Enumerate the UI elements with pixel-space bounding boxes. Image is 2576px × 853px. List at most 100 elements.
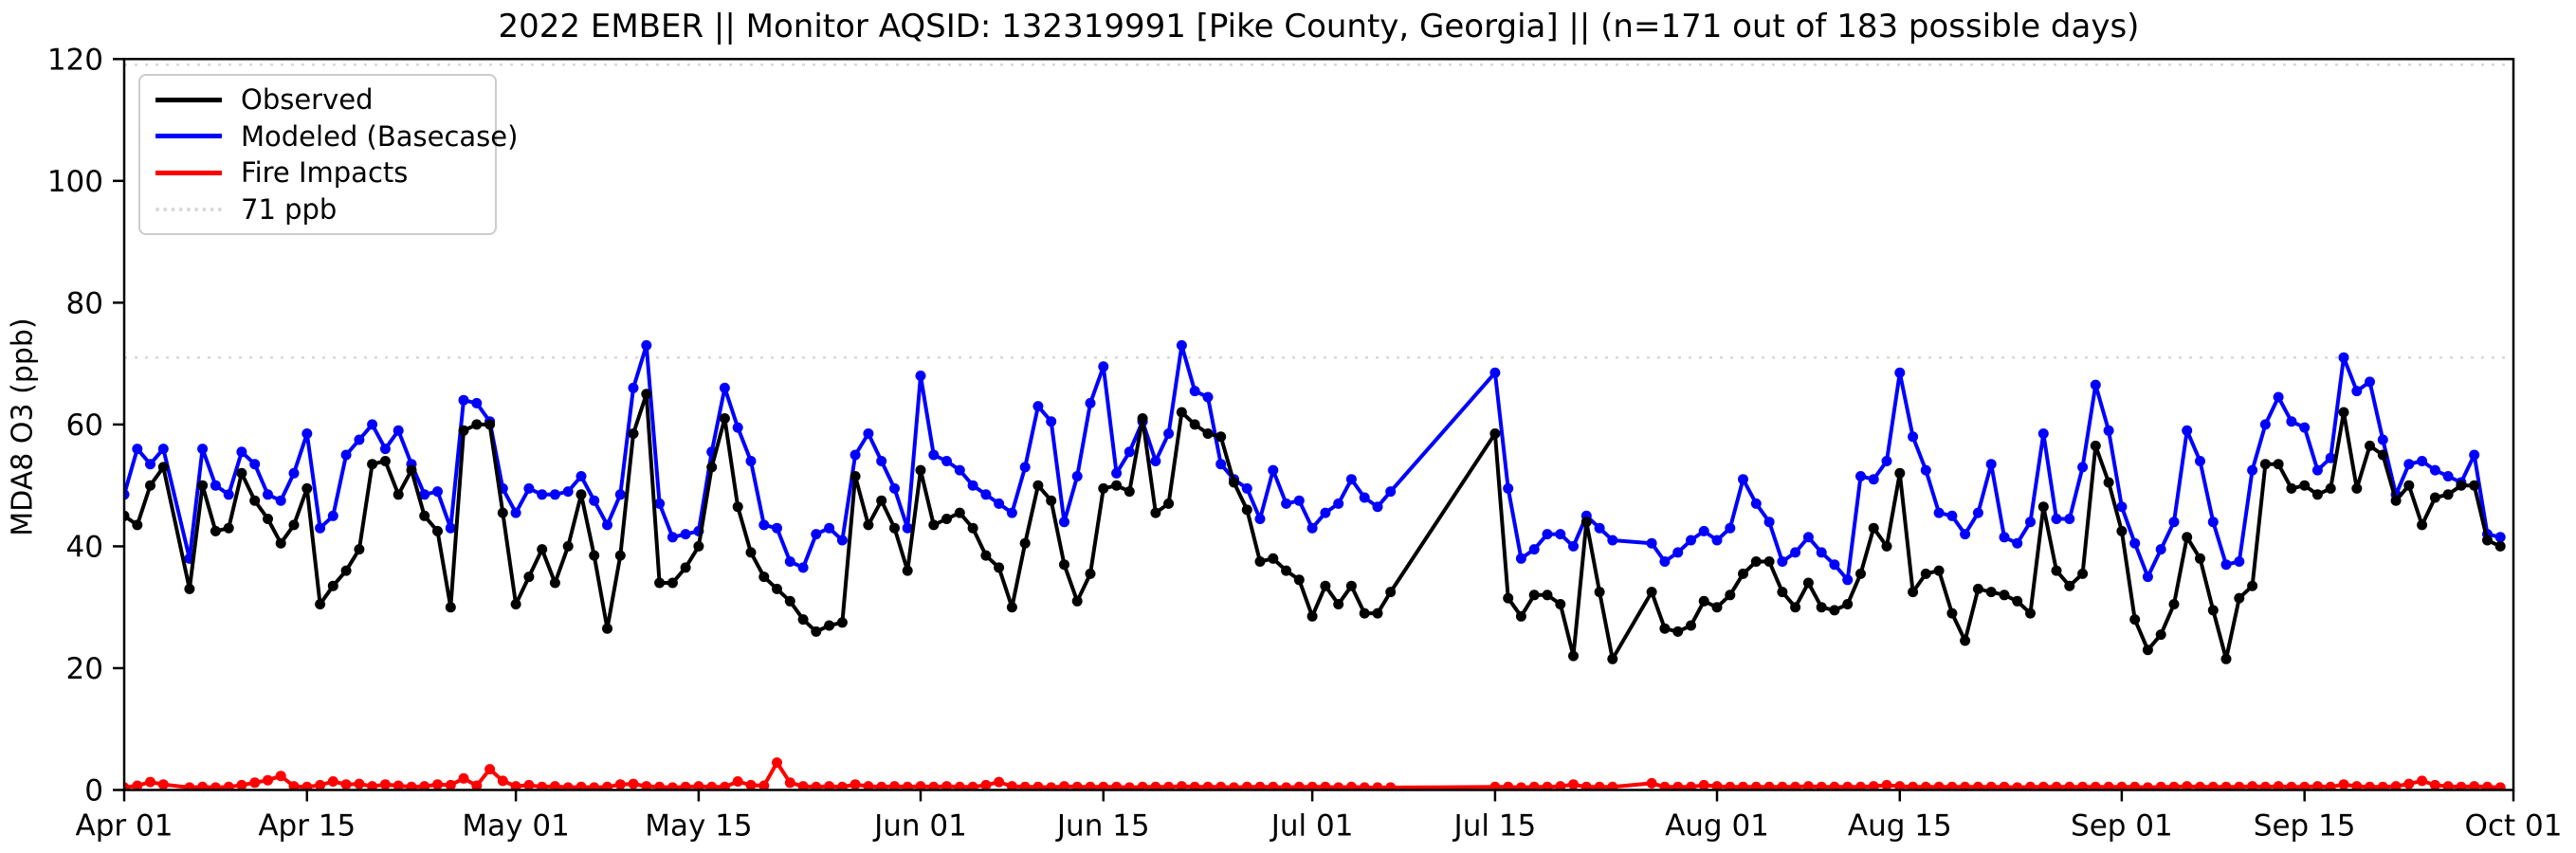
observed-series-marker: [1085, 568, 1096, 579]
modeled-series-marker: [758, 519, 770, 531]
observed-series-marker: [680, 562, 691, 573]
fire-series-marker: [2168, 781, 2180, 790]
observed-series-marker: [523, 572, 535, 583]
fire-series-marker: [1098, 781, 1109, 790]
modeled-series-marker: [1972, 507, 1983, 518]
fire-series-marker: [2129, 781, 2141, 790]
observed-series-marker: [836, 617, 848, 628]
modeled-series-marker: [2103, 425, 2114, 436]
modeled-series-marker: [1046, 416, 1057, 427]
fire-series-marker: [1503, 781, 1514, 790]
observed-series-marker: [1868, 522, 1879, 534]
modeled-series-marker: [2116, 501, 2128, 513]
fire-series-marker: [902, 781, 913, 790]
fire-series-marker: [2234, 781, 2245, 790]
modeled-series-marker: [2051, 514, 2062, 524]
observed-series-marker: [301, 482, 313, 494]
observed-series-marker: [1345, 580, 1357, 591]
x-tick-label: Sep 01: [2071, 809, 2173, 844]
observed-series-marker: [1385, 587, 1397, 598]
modeled-series-marker: [301, 428, 313, 439]
x-tick-label: Jun 15: [1055, 809, 1150, 844]
modeled-series-marker: [1842, 574, 1854, 586]
observed-series-marker: [2195, 553, 2205, 564]
observed-series-marker: [1920, 568, 1931, 579]
fire-series-marker: [2012, 782, 2023, 790]
modeled-series-marker: [2142, 572, 2153, 583]
observed-series-marker: [1281, 565, 1292, 576]
modeled-series-marker: [562, 486, 574, 498]
modeled-series-marker: [2403, 459, 2415, 470]
fire-series-marker: [132, 780, 143, 790]
observed-series-marker: [406, 464, 417, 476]
observed-series-marker: [2338, 407, 2349, 418]
observed-series-marker: [915, 464, 926, 476]
modeled-series-marker: [419, 489, 430, 500]
fire-series-marker: [1855, 781, 1866, 790]
observed-series-marker: [1985, 587, 1997, 598]
modeled-series-marker: [836, 535, 848, 546]
fire-series-marker: [2456, 781, 2467, 790]
observed-series-marker: [2077, 568, 2089, 579]
modeled-series-marker: [719, 382, 730, 393]
fire-series-marker: [1359, 782, 1370, 790]
modeled-series-marker: [824, 522, 835, 534]
modeled-series-marker: [1802, 532, 1814, 543]
modeled-series-marker: [1176, 339, 1187, 351]
modeled-series-marker: [850, 449, 861, 461]
observed-series-marker: [484, 419, 496, 430]
modeled-series-marker: [1163, 428, 1175, 439]
observed-series-marker: [850, 471, 861, 481]
modeled-series-marker: [1646, 537, 1657, 549]
observed-series-marker: [2325, 482, 2336, 494]
observed-series-marker: [2220, 653, 2232, 664]
fire-series-marker: [2195, 781, 2205, 790]
modeled-series-marker: [2129, 537, 2141, 549]
fire-series-marker: [288, 781, 300, 790]
modeled-series-marker: [954, 464, 965, 476]
observed-series-marker: [1071, 595, 1083, 607]
fire-series-marker: [1881, 779, 1892, 790]
observed-series-marker: [732, 501, 743, 513]
observed-series-marker: [1686, 620, 1696, 631]
observed-series-marker: [1829, 605, 1840, 616]
modeled-series-marker: [941, 456, 952, 466]
legend-label-modeled: Modeled (Basecase): [241, 119, 519, 153]
fire-series-marker: [614, 779, 626, 790]
observed-series-marker: [1515, 610, 1526, 622]
y-tick-label: 80: [66, 286, 103, 320]
fire-series-marker: [1972, 781, 1983, 790]
observed-series-marker: [2273, 459, 2284, 470]
observed-series-marker: [275, 537, 286, 549]
modeled-series-marker: [2286, 416, 2297, 427]
fire-series-marker: [2429, 779, 2440, 790]
fire-series-marker: [1306, 781, 1318, 790]
modeled-series-marker: [602, 519, 612, 531]
observed-series-marker: [2469, 480, 2480, 491]
modeled-series-marker: [1124, 446, 1135, 458]
fire-series-marker: [1046, 782, 1057, 790]
observed-series-marker: [2116, 525, 2128, 536]
legend-label-threshold: 71 ppb: [241, 192, 338, 226]
modeled-series-marker: [523, 482, 535, 494]
modeled-series-marker: [772, 522, 782, 534]
fire-series-marker: [941, 781, 952, 790]
modeled-series-marker: [2377, 434, 2388, 445]
modeled-series-marker: [1254, 514, 1266, 524]
fire-series: [124, 757, 2506, 790]
modeled-series-marker: [2299, 422, 2311, 433]
modeled-series-marker: [1725, 522, 1736, 534]
modeled-series-marker: [367, 419, 378, 430]
x-tick-label: Jul 15: [1452, 809, 1537, 844]
modeled-series-marker: [1999, 532, 2010, 543]
fire-series-marker: [2090, 781, 2101, 790]
modeled-series-marker: [132, 444, 143, 455]
fire-series-marker: [1672, 781, 1684, 790]
modeled-series-marker: [1738, 474, 1748, 485]
fire-series-marker: [2051, 781, 2062, 790]
fire-series-marker: [2286, 781, 2297, 790]
modeled-series-marker: [732, 422, 743, 433]
fire-series-marker: [301, 781, 313, 790]
observed-series-marker: [1306, 610, 1318, 622]
modeled-series-marker: [1555, 529, 1566, 540]
